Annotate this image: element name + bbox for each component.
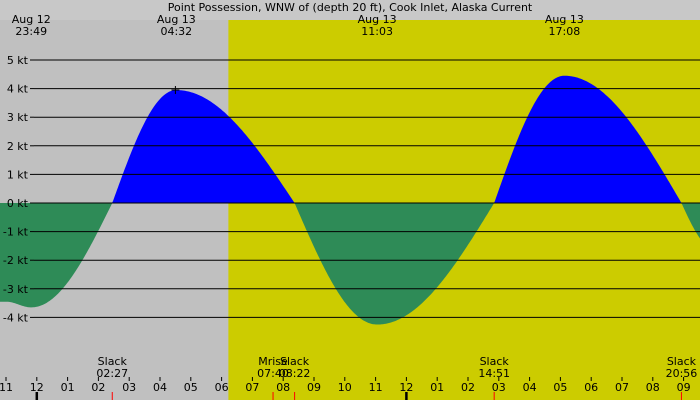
y-tick-label: -2 kt xyxy=(3,254,29,267)
y-tick-label: 2 kt xyxy=(7,140,29,153)
x-tick-label: 08 xyxy=(276,381,290,394)
x-tick-label: 12 xyxy=(30,381,44,394)
x-tick-label: 06 xyxy=(215,381,229,394)
bottom-event-label: Slack xyxy=(480,355,510,368)
x-tick-label: 01 xyxy=(61,381,75,394)
chart-title: Point Possession, WNW of (depth 20 ft), … xyxy=(168,1,533,14)
event-date: Aug 13 xyxy=(157,13,196,26)
x-tick-label: 03 xyxy=(492,381,506,394)
x-tick-label: 01 xyxy=(430,381,444,394)
event-time: 23:49 xyxy=(15,25,47,38)
max-marker xyxy=(171,86,180,95)
current-areas xyxy=(0,75,700,325)
x-tick-label: 10 xyxy=(338,381,352,394)
x-axis: 11 12 01 02 03 04 05 06 07 08 09 10 11 12 01 02 03 04 05 06… xyxy=(0,377,691,400)
event-date: Aug 12 xyxy=(12,13,51,26)
x-tick-label: 07 xyxy=(615,381,629,394)
x-tick-label: 06 xyxy=(584,381,598,394)
y-axis: 5 kt 4 kt 3 kt 2 kt 1 kt 0 kt -1 kt -2 kt -3 kt -… xyxy=(3,54,34,324)
y-tick-label: 1 kt xyxy=(7,168,29,181)
bottom-event-time: 14:51 xyxy=(478,367,510,380)
grid-lines xyxy=(34,59,700,318)
x-tick-label: 05 xyxy=(184,381,198,394)
event-time: 11:03 xyxy=(361,25,393,38)
event-date: Aug 13 xyxy=(358,13,397,26)
y-tick-label: -3 kt xyxy=(3,283,29,296)
x-tick-label: 09 xyxy=(307,381,321,394)
x-tick-label: 02 xyxy=(461,381,475,394)
bottom-event-label: Slack xyxy=(98,355,128,368)
y-tick-label: -4 kt xyxy=(3,311,29,324)
x-tick-label: 09 xyxy=(677,381,691,394)
bottom-event-label: Slack xyxy=(280,355,310,368)
x-tick-label: 04 xyxy=(153,381,167,394)
y-tick-label: 5 kt xyxy=(7,54,29,67)
x-tick-label: 05 xyxy=(553,381,567,394)
x-tick-label: 12 xyxy=(399,381,413,394)
bottom-event-time: 08:22 xyxy=(279,367,311,380)
x-tick-label: 02 xyxy=(91,381,105,394)
bottom-event-label: Slack xyxy=(667,355,697,368)
y-tick-label: 3 kt xyxy=(7,111,29,124)
y-tick-label: 4 kt xyxy=(7,83,29,96)
bottom-event-time: 02:27 xyxy=(96,367,128,380)
bottom-event-time: 07:40 xyxy=(257,367,289,380)
x-tick-label: 07 xyxy=(245,381,259,394)
x-tick-label: 11 xyxy=(369,381,383,394)
bottom-event-time: 20:56 xyxy=(666,367,698,380)
event-date: Aug 13 xyxy=(545,13,584,26)
event-time: 04:32 xyxy=(160,25,192,38)
flood-area xyxy=(0,75,700,203)
y-tick-label: 0 kt xyxy=(7,197,29,210)
x-tick-label: 08 xyxy=(646,381,660,394)
x-tick-label: 03 xyxy=(122,381,136,394)
y-tick-label: -1 kt xyxy=(3,226,29,239)
event-time: 17:08 xyxy=(549,25,581,38)
x-tick-label: 04 xyxy=(523,381,537,394)
x-tick-label: 11 xyxy=(0,381,13,394)
ebb-area xyxy=(0,203,700,325)
bottom-event-label: Mrise xyxy=(258,355,288,368)
